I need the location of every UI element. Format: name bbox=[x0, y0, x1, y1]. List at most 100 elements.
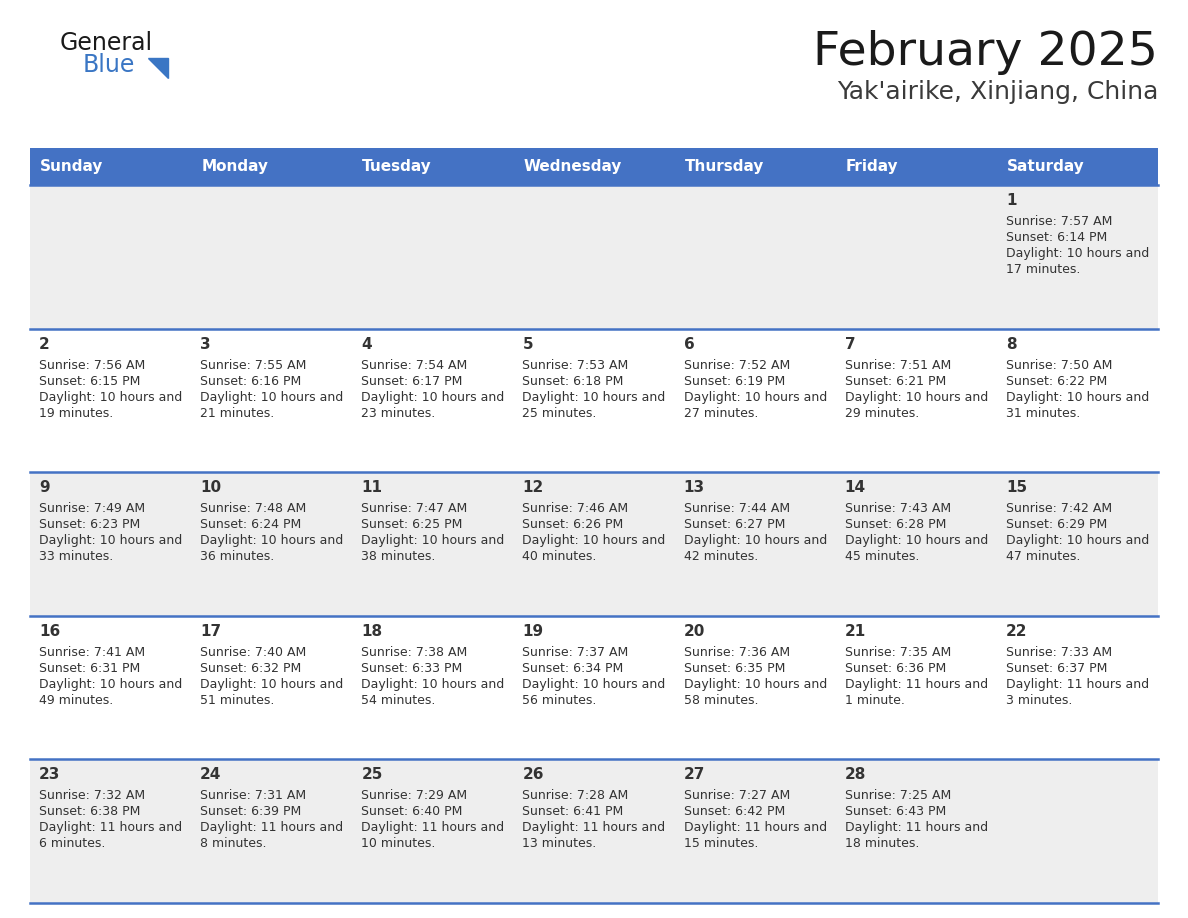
Text: Sunrise: 7:52 AM: Sunrise: 7:52 AM bbox=[683, 359, 790, 372]
Text: 42 minutes.: 42 minutes. bbox=[683, 550, 758, 564]
Text: 3: 3 bbox=[200, 337, 210, 352]
Text: 23: 23 bbox=[39, 767, 61, 782]
Text: 36 minutes.: 36 minutes. bbox=[200, 550, 274, 564]
Text: 13 minutes.: 13 minutes. bbox=[523, 837, 596, 850]
Text: Daylight: 10 hours and: Daylight: 10 hours and bbox=[200, 390, 343, 404]
Text: Daylight: 10 hours and: Daylight: 10 hours and bbox=[39, 534, 182, 547]
Text: Sunset: 6:34 PM: Sunset: 6:34 PM bbox=[523, 662, 624, 675]
Text: Sunset: 6:41 PM: Sunset: 6:41 PM bbox=[523, 805, 624, 819]
Bar bbox=[30, 329, 1158, 472]
Text: Sunset: 6:42 PM: Sunset: 6:42 PM bbox=[683, 805, 785, 819]
Text: Sunset: 6:19 PM: Sunset: 6:19 PM bbox=[683, 375, 785, 387]
Text: Yak'airike, Xinjiang, China: Yak'airike, Xinjiang, China bbox=[836, 80, 1158, 104]
Text: Sunrise: 7:35 AM: Sunrise: 7:35 AM bbox=[845, 645, 950, 659]
Text: 27 minutes.: 27 minutes. bbox=[683, 407, 758, 420]
Text: 6 minutes.: 6 minutes. bbox=[39, 837, 106, 850]
Text: 18 minutes.: 18 minutes. bbox=[845, 837, 920, 850]
Text: 6: 6 bbox=[683, 337, 694, 352]
Text: Tuesday: Tuesday bbox=[362, 159, 432, 174]
Text: Sunrise: 7:41 AM: Sunrise: 7:41 AM bbox=[39, 645, 145, 659]
Text: 11: 11 bbox=[361, 480, 383, 495]
Text: Daylight: 10 hours and: Daylight: 10 hours and bbox=[361, 390, 505, 404]
Text: Sunrise: 7:40 AM: Sunrise: 7:40 AM bbox=[200, 645, 307, 659]
Text: Daylight: 10 hours and: Daylight: 10 hours and bbox=[523, 534, 665, 547]
Text: Daylight: 10 hours and: Daylight: 10 hours and bbox=[523, 677, 665, 691]
Text: Daylight: 10 hours and: Daylight: 10 hours and bbox=[361, 534, 505, 547]
Text: 58 minutes.: 58 minutes. bbox=[683, 694, 758, 707]
Text: Sunrise: 7:36 AM: Sunrise: 7:36 AM bbox=[683, 645, 790, 659]
Text: 8: 8 bbox=[1006, 337, 1017, 352]
Text: Sunrise: 7:29 AM: Sunrise: 7:29 AM bbox=[361, 789, 467, 802]
Text: Sunrise: 7:28 AM: Sunrise: 7:28 AM bbox=[523, 789, 628, 802]
Text: Sunrise: 7:44 AM: Sunrise: 7:44 AM bbox=[683, 502, 790, 515]
Text: 38 minutes.: 38 minutes. bbox=[361, 550, 436, 564]
Text: Sunrise: 7:25 AM: Sunrise: 7:25 AM bbox=[845, 789, 950, 802]
Text: 49 minutes.: 49 minutes. bbox=[39, 694, 113, 707]
Text: Sunset: 6:28 PM: Sunset: 6:28 PM bbox=[845, 518, 946, 532]
Text: Daylight: 10 hours and: Daylight: 10 hours and bbox=[683, 677, 827, 691]
Text: Sunset: 6:40 PM: Sunset: 6:40 PM bbox=[361, 805, 462, 819]
Text: Sunrise: 7:32 AM: Sunrise: 7:32 AM bbox=[39, 789, 145, 802]
Text: Sunrise: 7:46 AM: Sunrise: 7:46 AM bbox=[523, 502, 628, 515]
Text: 8 minutes.: 8 minutes. bbox=[200, 837, 266, 850]
Text: Sunrise: 7:57 AM: Sunrise: 7:57 AM bbox=[1006, 215, 1112, 228]
Text: 12: 12 bbox=[523, 480, 544, 495]
Text: Sunset: 6:32 PM: Sunset: 6:32 PM bbox=[200, 662, 302, 675]
Text: 45 minutes.: 45 minutes. bbox=[845, 550, 920, 564]
Text: 40 minutes.: 40 minutes. bbox=[523, 550, 596, 564]
Text: 19 minutes.: 19 minutes. bbox=[39, 407, 113, 420]
Text: Sunset: 6:16 PM: Sunset: 6:16 PM bbox=[200, 375, 302, 387]
Text: Sunset: 6:25 PM: Sunset: 6:25 PM bbox=[361, 518, 462, 532]
Text: Wednesday: Wednesday bbox=[524, 159, 621, 174]
Text: Sunrise: 7:55 AM: Sunrise: 7:55 AM bbox=[200, 359, 307, 372]
Text: Saturday: Saturday bbox=[1007, 159, 1085, 174]
Text: Daylight: 10 hours and: Daylight: 10 hours and bbox=[1006, 247, 1149, 260]
Text: 25: 25 bbox=[361, 767, 383, 782]
Text: Thursday: Thursday bbox=[684, 159, 764, 174]
Text: Daylight: 11 hours and: Daylight: 11 hours and bbox=[1006, 677, 1149, 691]
Text: 17 minutes.: 17 minutes. bbox=[1006, 263, 1080, 276]
Text: 54 minutes.: 54 minutes. bbox=[361, 694, 436, 707]
Text: Sunset: 6:18 PM: Sunset: 6:18 PM bbox=[523, 375, 624, 387]
Text: Daylight: 10 hours and: Daylight: 10 hours and bbox=[683, 534, 827, 547]
Text: Sunrise: 7:48 AM: Sunrise: 7:48 AM bbox=[200, 502, 307, 515]
Text: Sunset: 6:43 PM: Sunset: 6:43 PM bbox=[845, 805, 946, 819]
Text: Sunset: 6:35 PM: Sunset: 6:35 PM bbox=[683, 662, 785, 675]
Text: Sunset: 6:26 PM: Sunset: 6:26 PM bbox=[523, 518, 624, 532]
Text: Sunset: 6:31 PM: Sunset: 6:31 PM bbox=[39, 662, 140, 675]
Text: Sunset: 6:33 PM: Sunset: 6:33 PM bbox=[361, 662, 462, 675]
Text: 3 minutes.: 3 minutes. bbox=[1006, 694, 1073, 707]
Text: Daylight: 11 hours and: Daylight: 11 hours and bbox=[845, 677, 988, 691]
Text: Sunrise: 7:37 AM: Sunrise: 7:37 AM bbox=[523, 645, 628, 659]
Text: 23 minutes.: 23 minutes. bbox=[361, 407, 436, 420]
Text: 15 minutes.: 15 minutes. bbox=[683, 837, 758, 850]
Text: Sunrise: 7:50 AM: Sunrise: 7:50 AM bbox=[1006, 359, 1112, 372]
Text: 26: 26 bbox=[523, 767, 544, 782]
Bar bbox=[30, 148, 1158, 185]
Text: Friday: Friday bbox=[846, 159, 898, 174]
Text: Sunset: 6:15 PM: Sunset: 6:15 PM bbox=[39, 375, 140, 387]
Text: Sunrise: 7:54 AM: Sunrise: 7:54 AM bbox=[361, 359, 468, 372]
Text: 21: 21 bbox=[845, 624, 866, 639]
Text: 10 minutes.: 10 minutes. bbox=[361, 837, 436, 850]
Text: Daylight: 10 hours and: Daylight: 10 hours and bbox=[1006, 390, 1149, 404]
Bar bbox=[30, 759, 1158, 903]
Text: 7: 7 bbox=[845, 337, 855, 352]
Text: Blue: Blue bbox=[83, 53, 135, 77]
Text: Daylight: 11 hours and: Daylight: 11 hours and bbox=[361, 822, 505, 834]
Text: Sunrise: 7:53 AM: Sunrise: 7:53 AM bbox=[523, 359, 628, 372]
Text: 19: 19 bbox=[523, 624, 544, 639]
Text: Daylight: 10 hours and: Daylight: 10 hours and bbox=[200, 534, 343, 547]
Text: Sunset: 6:36 PM: Sunset: 6:36 PM bbox=[845, 662, 946, 675]
Text: 33 minutes.: 33 minutes. bbox=[39, 550, 113, 564]
Text: Daylight: 11 hours and: Daylight: 11 hours and bbox=[683, 822, 827, 834]
Text: Sunset: 6:22 PM: Sunset: 6:22 PM bbox=[1006, 375, 1107, 387]
Text: Sunset: 6:39 PM: Sunset: 6:39 PM bbox=[200, 805, 302, 819]
Text: 1: 1 bbox=[1006, 193, 1017, 208]
Text: Sunrise: 7:43 AM: Sunrise: 7:43 AM bbox=[845, 502, 950, 515]
Text: 4: 4 bbox=[361, 337, 372, 352]
Text: Sunday: Sunday bbox=[40, 159, 103, 174]
Text: Sunrise: 7:38 AM: Sunrise: 7:38 AM bbox=[361, 645, 468, 659]
Text: 20: 20 bbox=[683, 624, 704, 639]
Text: 51 minutes.: 51 minutes. bbox=[200, 694, 274, 707]
